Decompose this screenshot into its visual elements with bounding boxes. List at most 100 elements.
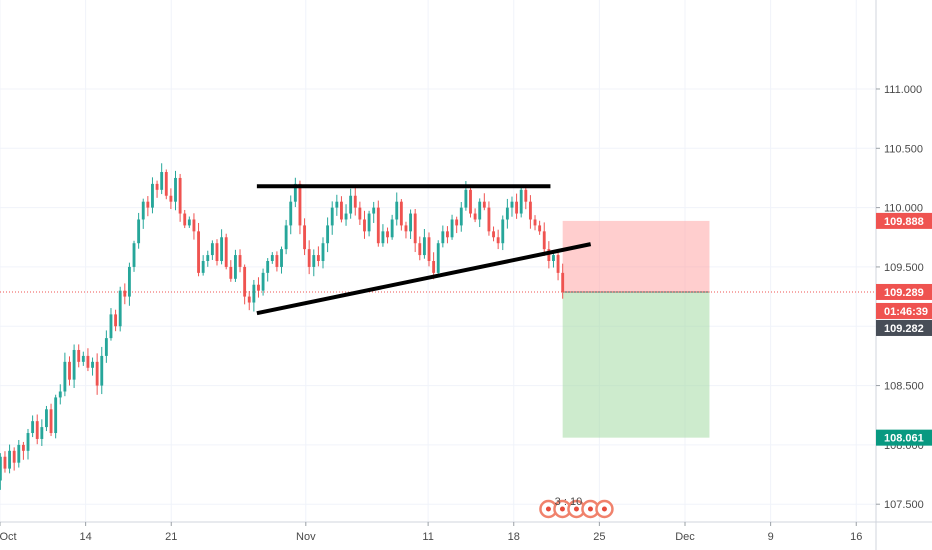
candle <box>446 226 449 244</box>
candle-body <box>132 243 136 267</box>
candle <box>386 227 389 244</box>
candle-body <box>386 231 389 238</box>
candle <box>358 201 362 226</box>
candle-body <box>224 237 228 267</box>
candle-body <box>528 201 532 220</box>
take-profit-zone[interactable] <box>562 291 710 438</box>
candle <box>114 309 118 332</box>
candle-body <box>91 361 94 368</box>
price-tick-label: 110.000 <box>884 203 923 215</box>
candle <box>49 403 53 437</box>
candle-body <box>459 207 463 226</box>
candle <box>427 232 431 267</box>
support-line[interactable] <box>256 242 592 316</box>
candle-body <box>45 409 48 428</box>
candle-body <box>127 266 131 297</box>
position-zones[interactable] <box>0 220 876 438</box>
candle-body <box>524 189 528 202</box>
candle-body <box>515 201 519 214</box>
price-tag-bg <box>876 319 932 336</box>
candle-body <box>210 243 214 256</box>
candle-body <box>183 213 187 226</box>
candle <box>312 249 316 277</box>
time-tick-label: 14 <box>80 531 92 543</box>
candle-body <box>257 284 260 291</box>
time-tick-label: 11 <box>422 531 433 543</box>
event-markers[interactable]: 3 : 10 <box>539 496 614 519</box>
candle-body <box>266 261 270 273</box>
candle <box>68 356 71 386</box>
candle <box>0 453 2 490</box>
candle-body <box>284 225 288 250</box>
stop-loss-zone[interactable] <box>562 220 710 292</box>
candle <box>54 394 58 439</box>
price-tick-label: 107.500 <box>884 499 924 511</box>
candle <box>247 291 251 311</box>
candle <box>31 415 35 438</box>
trend-lines[interactable] <box>256 184 592 316</box>
candle-body <box>303 225 306 250</box>
candle-body <box>312 255 316 267</box>
candle-body <box>464 189 468 208</box>
candle <box>284 219 288 255</box>
price-tick-label: 110.500 <box>884 143 923 155</box>
candle <box>399 199 403 231</box>
candle-body <box>349 195 353 214</box>
candle <box>220 229 224 265</box>
candle <box>155 180 159 198</box>
candle <box>233 249 237 282</box>
candle <box>12 447 16 471</box>
candle <box>303 218 306 256</box>
candle-body <box>427 237 431 261</box>
candle <box>436 240 440 277</box>
candle-body <box>358 207 362 220</box>
candle <box>160 163 164 195</box>
candle-body <box>243 266 247 297</box>
candle-body <box>381 231 385 244</box>
candle-body <box>270 255 274 261</box>
candle-body <box>455 219 459 226</box>
candle <box>8 444 12 474</box>
candle-body <box>293 183 297 202</box>
candle <box>363 210 366 239</box>
candle <box>261 268 265 296</box>
candle-body <box>422 237 426 256</box>
candle <box>501 215 505 251</box>
candle-body <box>233 255 237 279</box>
candlestick-series <box>0 163 565 490</box>
candle-body <box>261 272 265 291</box>
candle <box>542 222 546 256</box>
candle-body <box>450 219 454 238</box>
candle-body <box>363 219 366 232</box>
candle-body <box>326 225 330 244</box>
candle <box>335 194 339 216</box>
candle <box>450 214 454 240</box>
candle <box>455 216 459 234</box>
time-tick-label: 21 <box>165 531 177 543</box>
candle-body <box>436 243 440 273</box>
time-tick-label: 16 <box>850 531 862 543</box>
candle <box>266 258 270 282</box>
candle-body <box>487 207 491 232</box>
event-marker-dot <box>601 506 607 512</box>
price-tag-label: 109.282 <box>884 323 924 335</box>
candle <box>538 220 542 235</box>
time-tick-label: Dec <box>675 531 695 543</box>
candle-body <box>482 201 486 208</box>
candle-body <box>31 421 35 434</box>
candle <box>169 188 173 210</box>
candle-body <box>123 290 127 297</box>
candle <box>224 233 228 270</box>
candle <box>81 351 85 366</box>
candle <box>390 214 394 240</box>
candle <box>137 212 141 249</box>
candle <box>298 180 302 235</box>
candle <box>127 262 131 306</box>
candle-body <box>100 355 104 386</box>
event-marker-dot <box>545 506 551 512</box>
candle-body <box>501 219 505 244</box>
time-tick-label: 25 <box>593 531 605 543</box>
candle <box>132 240 136 272</box>
candle <box>372 201 376 223</box>
